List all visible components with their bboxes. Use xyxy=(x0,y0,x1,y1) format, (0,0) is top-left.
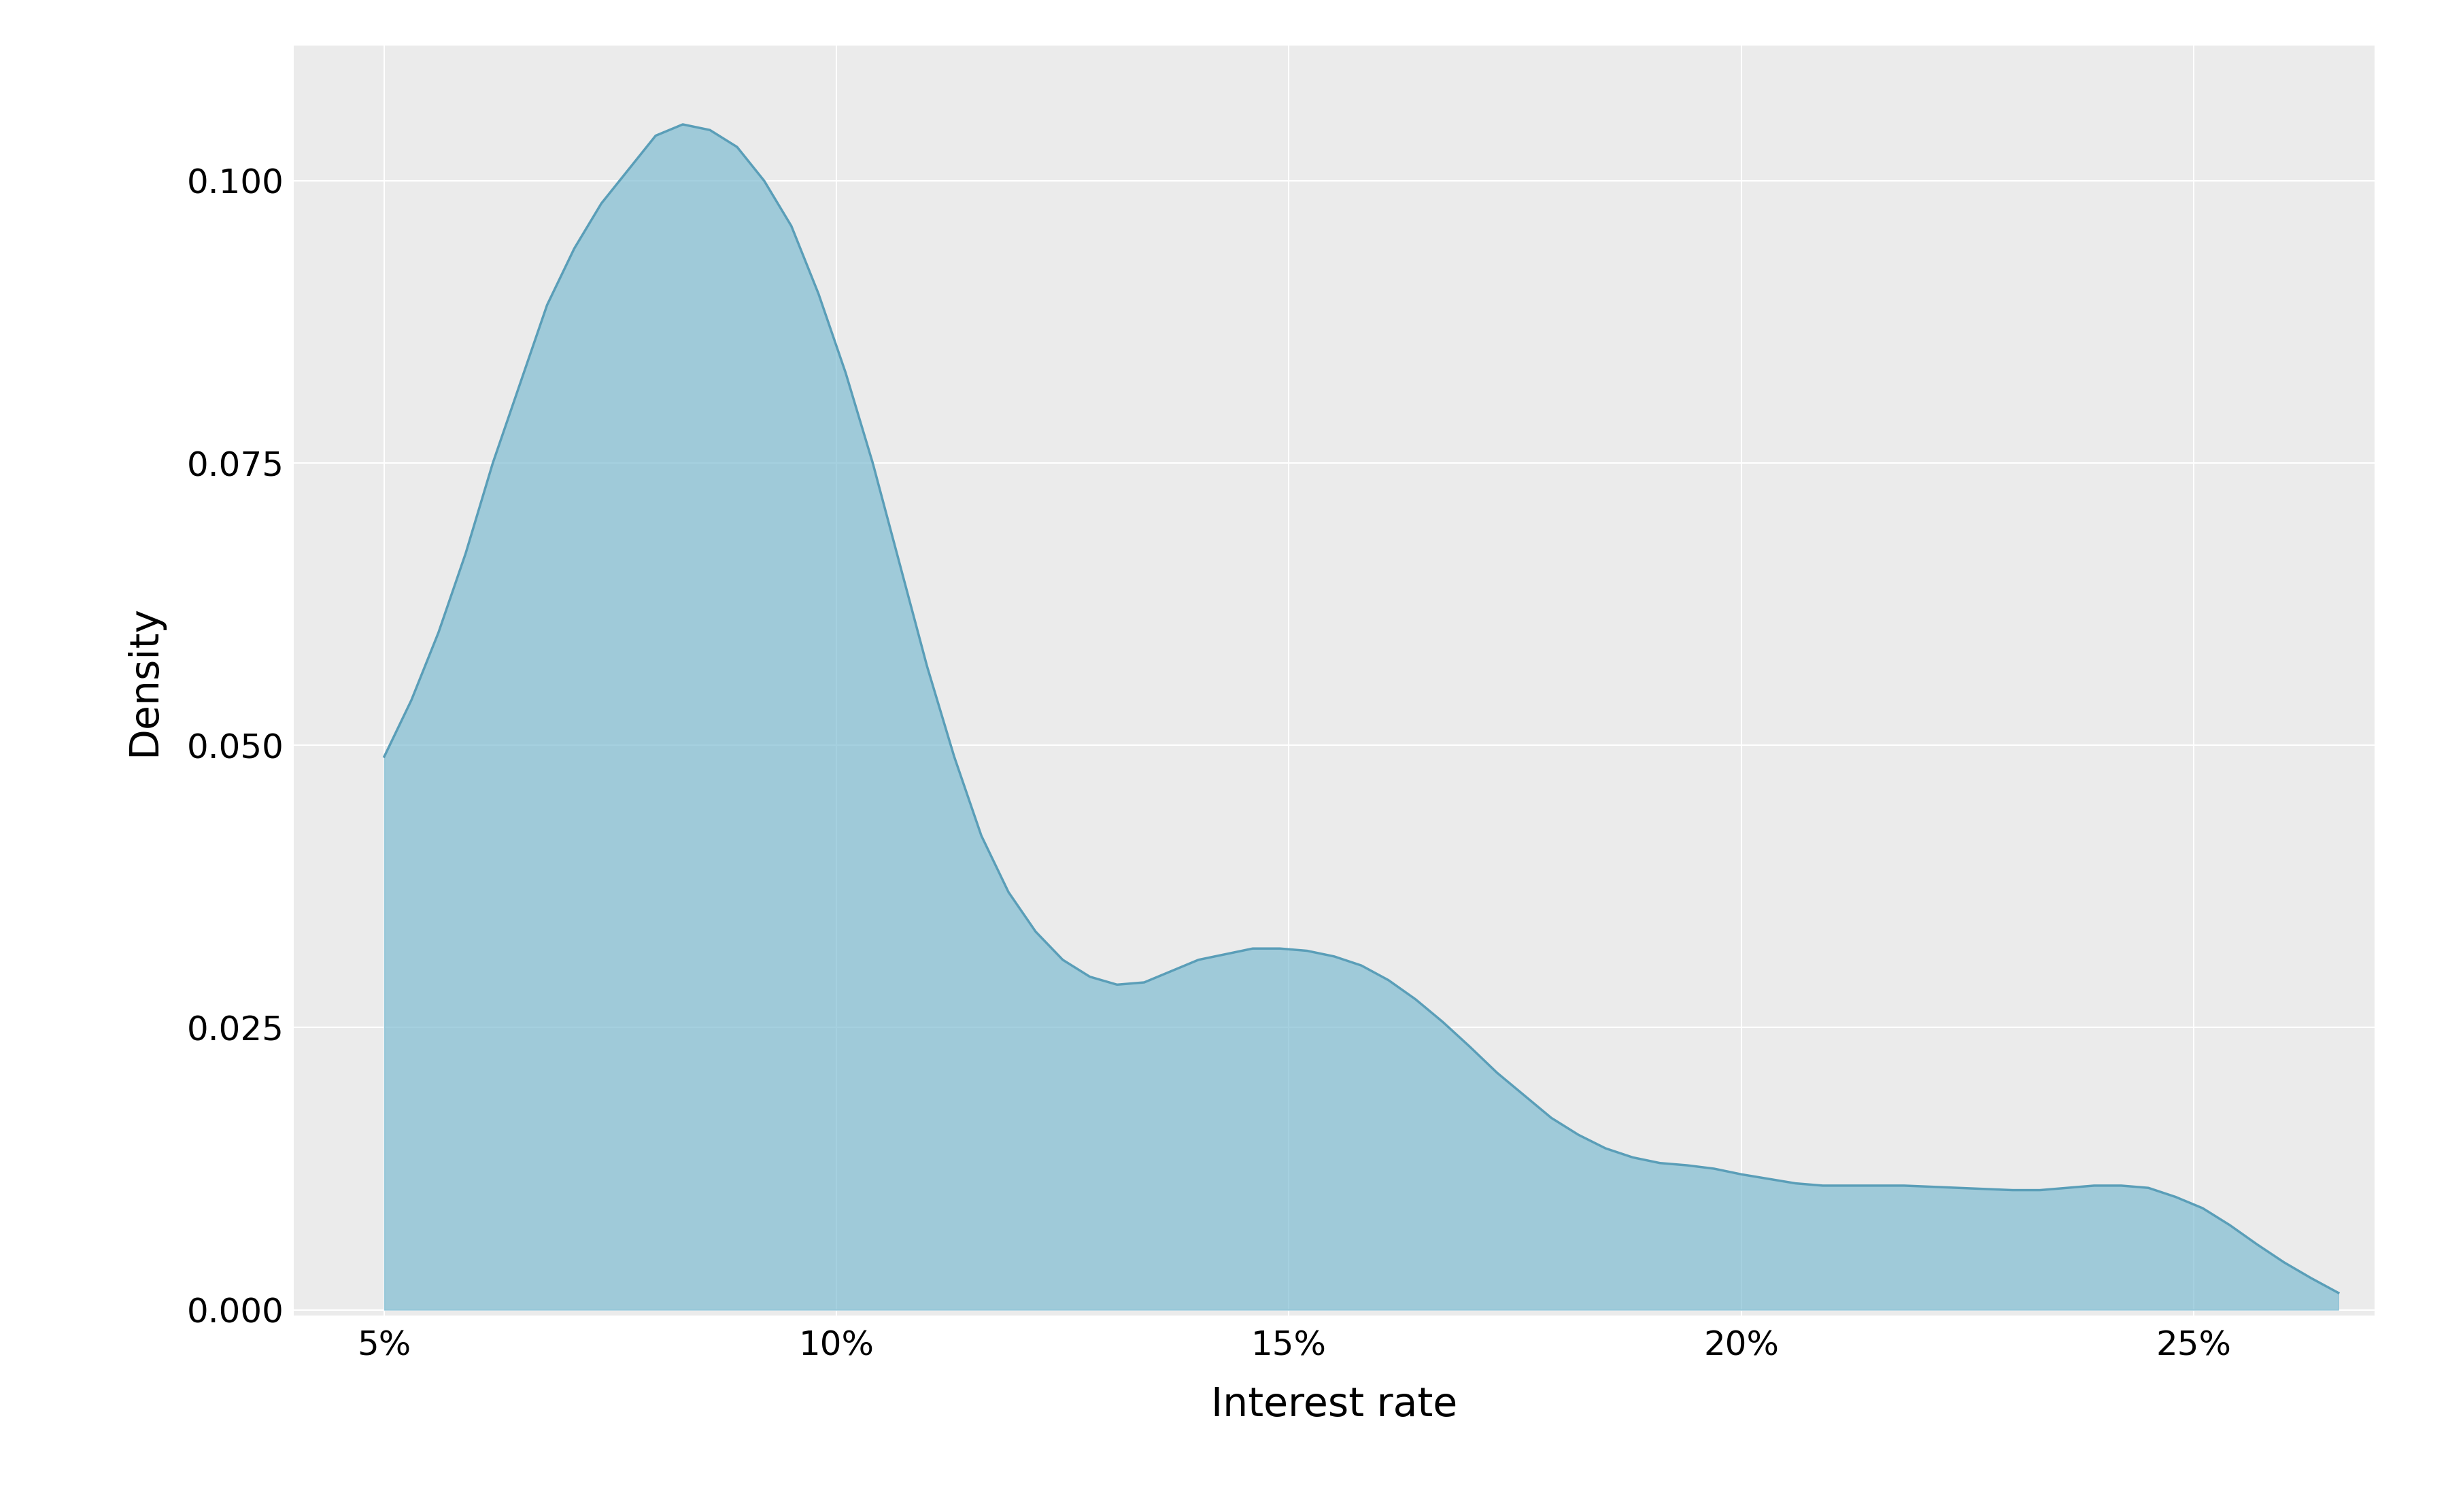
Y-axis label: Density: Density xyxy=(125,605,164,756)
X-axis label: Interest rate: Interest rate xyxy=(1212,1387,1457,1424)
